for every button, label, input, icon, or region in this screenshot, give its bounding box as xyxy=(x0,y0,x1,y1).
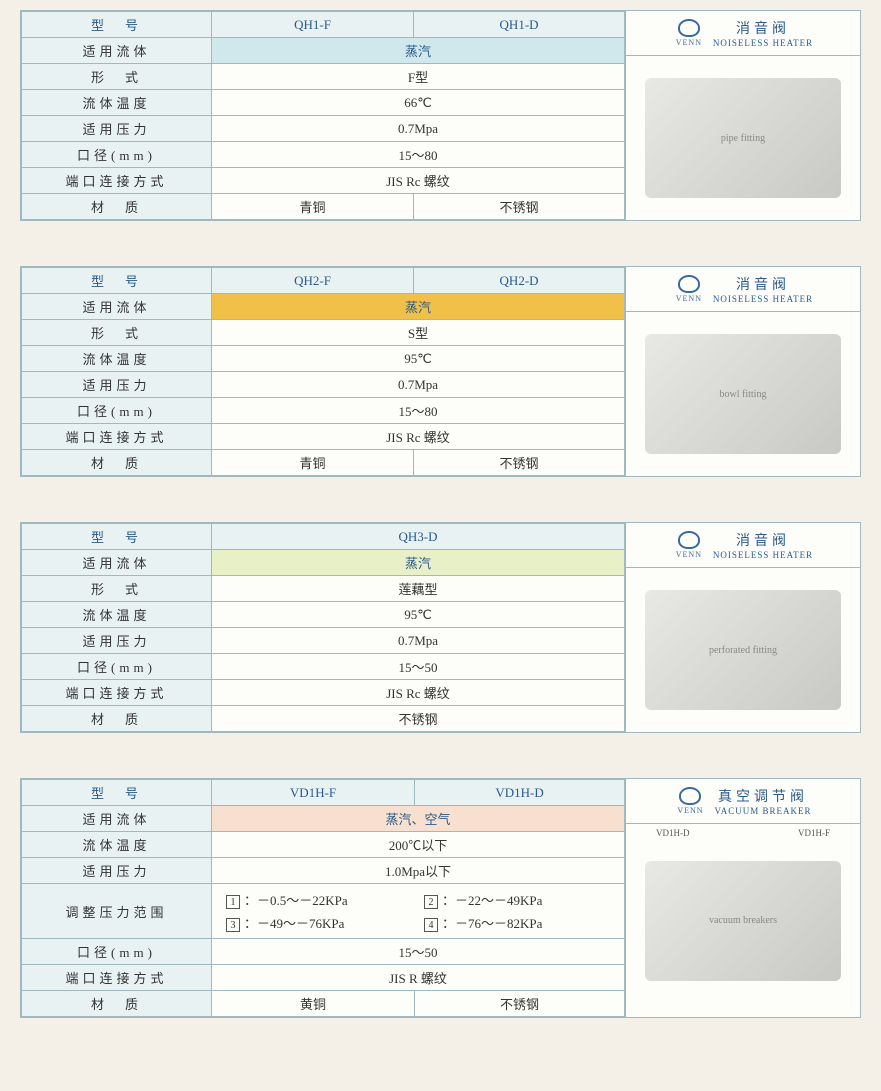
model-1: QH2-D xyxy=(414,268,625,294)
range-item: 4：－76～－82KPa xyxy=(418,911,616,934)
connection-cell: JIS Rc 螺纹 xyxy=(212,680,625,706)
fluid-cell: 蒸汽、空气 xyxy=(212,806,625,832)
product-image-placeholder: pipe fitting xyxy=(645,78,841,198)
product-image: perforated fitting xyxy=(626,568,860,732)
material-0: 黄铜 xyxy=(212,991,415,1017)
material-1: 不锈钢 xyxy=(414,194,625,220)
spec-table: 型 号QH2-FQH2-D适用流体蒸汽形 式S型流体温度95℃适用压力0.7Mp… xyxy=(21,267,625,476)
product-title-cn: 消音阀 xyxy=(713,274,813,294)
image-column: VENN 消音阀 NOISELESS HEATER bowl fitting xyxy=(625,267,860,476)
model-0: VD1H-F xyxy=(212,780,415,806)
pressure-cell: 0.7Mpa xyxy=(212,372,625,398)
product-image-placeholder: vacuum breakers xyxy=(645,861,841,981)
type-cell: 莲藕型 xyxy=(212,576,625,602)
diameter-cell: 15～50 xyxy=(212,939,625,965)
material-0: 青铜 xyxy=(212,450,414,476)
temp-cell: 95℃ xyxy=(212,346,625,372)
fluid-cell: 蒸汽 xyxy=(212,294,625,320)
diameter-cell: 15～80 xyxy=(212,398,625,424)
product-image-placeholder: bowl fitting xyxy=(645,334,841,454)
product-image-placeholder: perforated fitting xyxy=(645,590,841,710)
product-block-3: 型 号VD1H-FVD1H-D适用流体蒸汽、空气流体温度200℃以下适用压力1.… xyxy=(20,778,861,1018)
logo-text: VENN xyxy=(676,38,702,47)
venn-logo: VENN xyxy=(673,17,705,49)
temp-cell: 95℃ xyxy=(212,602,625,628)
model-0: QH1-F xyxy=(212,12,414,38)
type-cell: F型 xyxy=(212,64,625,90)
model-0: QH2-F xyxy=(212,268,414,294)
pressure-cell: 1.0Mpa以下 xyxy=(212,858,625,884)
product-title-en: NOISELESS HEATER xyxy=(713,550,813,560)
temp-cell: 66℃ xyxy=(212,90,625,116)
product-title-en: NOISELESS HEATER xyxy=(713,38,813,48)
sub-label-1: VD1H-F xyxy=(798,828,830,838)
logo-text: VENN xyxy=(677,806,703,815)
material-0: 青铜 xyxy=(212,194,414,220)
fluid-cell: 蒸汽 xyxy=(212,550,625,576)
image-header: VENN 消音阀 NOISELESS HEATER xyxy=(626,267,860,312)
material-1: 不锈钢 xyxy=(415,991,625,1017)
logo-text: VENN xyxy=(676,550,702,559)
range-item: 3：－49～－76KPa xyxy=(220,911,418,934)
product-title-cn: 消音阀 xyxy=(713,18,813,38)
fluid-cell: 蒸汽 xyxy=(212,38,625,64)
image-header: VENN 消音阀 NOISELESS HEATER xyxy=(626,523,860,568)
product-block-2: 型 号QH3-D适用流体蒸汽形 式莲藕型流体温度95℃适用压力0.7Mpa口径(… xyxy=(20,522,861,733)
model-1: QH1-D xyxy=(414,12,625,38)
spec-table: 型 号QH1-FQH1-D适用流体蒸汽形 式F型流体温度66℃适用压力0.7Mp… xyxy=(21,11,625,220)
image-header: VENN 消音阀 NOISELESS HEATER xyxy=(626,11,860,56)
material-1: 不锈钢 xyxy=(414,450,625,476)
pressure-cell: 0.7Mpa xyxy=(212,628,625,654)
model-0: QH3-D xyxy=(212,524,625,550)
product-image: pipe fitting xyxy=(626,56,860,220)
venn-logo: VENN xyxy=(673,273,705,305)
product-title-cn: 消音阀 xyxy=(713,530,813,550)
spec-table: 型 号QH3-D适用流体蒸汽形 式莲藕型流体温度95℃适用压力0.7Mpa口径(… xyxy=(21,523,625,732)
product-image: bowl fitting xyxy=(626,312,860,476)
product-block-1: 型 号QH2-FQH2-D适用流体蒸汽形 式S型流体温度95℃适用压力0.7Mp… xyxy=(20,266,861,477)
product-title-en: VACUUM BREAKER xyxy=(714,806,811,816)
pressure-range-cell: 1：－0.5～－22KPa2：－22～－49KPa3：－49～－76KPa4：－… xyxy=(212,884,625,939)
connection-cell: JIS Rc 螺纹 xyxy=(212,424,625,450)
image-column: VENN 消音阀 NOISELESS HEATER pipe fitting xyxy=(625,11,860,220)
venn-logo: VENN xyxy=(674,785,706,817)
diameter-cell: 15～80 xyxy=(212,142,625,168)
logo-text: VENN xyxy=(676,294,702,303)
product-title-cn: 真空调节阀 xyxy=(714,786,811,806)
type-cell: S型 xyxy=(212,320,625,346)
product-image: VD1H-D VD1H-F vacuum breakers xyxy=(626,824,860,1017)
product-title-en: NOISELESS HEATER xyxy=(713,294,813,304)
image-column: VENN 真空调节阀 VACUUM BREAKER VD1H-D VD1H-F v… xyxy=(625,779,860,1017)
venn-logo: VENN xyxy=(673,529,705,561)
spec-table: 型 号VD1H-FVD1H-D适用流体蒸汽、空气流体温度200℃以下适用压力1.… xyxy=(21,779,625,1017)
image-header: VENN 真空调节阀 VACUUM BREAKER xyxy=(626,779,860,824)
product-block-0: 型 号QH1-FQH1-D适用流体蒸汽形 式F型流体温度66℃适用压力0.7Mp… xyxy=(20,10,861,221)
pressure-cell: 0.7Mpa xyxy=(212,116,625,142)
range-item: 1：－0.5～－22KPa xyxy=(220,888,418,911)
diameter-cell: 15～50 xyxy=(212,654,625,680)
model-1: VD1H-D xyxy=(415,780,625,806)
sub-label-0: VD1H-D xyxy=(656,828,690,838)
image-column: VENN 消音阀 NOISELESS HEATER perforated fit… xyxy=(625,523,860,732)
range-item: 2：－22～－49KPa xyxy=(418,888,616,911)
connection-cell: JIS Rc 螺纹 xyxy=(212,168,625,194)
material-0: 不锈钢 xyxy=(212,706,625,732)
temp-cell: 200℃以下 xyxy=(212,832,625,858)
connection-cell: JIS R 螺纹 xyxy=(212,965,625,991)
